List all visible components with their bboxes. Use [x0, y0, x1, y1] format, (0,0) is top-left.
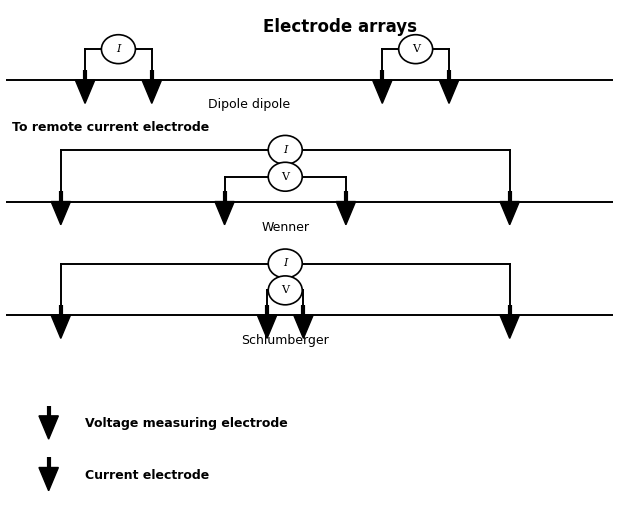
- Text: V: V: [412, 44, 420, 54]
- Polygon shape: [373, 80, 392, 103]
- Circle shape: [268, 135, 302, 164]
- Text: To remote current electrode: To remote current electrode: [12, 122, 209, 134]
- Text: Dipole dipole: Dipole dipole: [208, 98, 290, 111]
- Circle shape: [102, 35, 136, 64]
- Polygon shape: [294, 315, 313, 338]
- Polygon shape: [336, 201, 355, 225]
- Text: I: I: [116, 44, 121, 54]
- Polygon shape: [500, 201, 519, 225]
- Text: Schlumberger: Schlumberger: [241, 334, 329, 347]
- Circle shape: [399, 35, 433, 64]
- Circle shape: [268, 249, 302, 278]
- Circle shape: [268, 276, 302, 305]
- Polygon shape: [215, 201, 234, 225]
- Polygon shape: [439, 80, 459, 103]
- Polygon shape: [258, 315, 277, 338]
- Text: Electrode arrays: Electrode arrays: [263, 18, 417, 36]
- Polygon shape: [51, 201, 71, 225]
- Polygon shape: [51, 315, 71, 338]
- Circle shape: [268, 162, 302, 191]
- Polygon shape: [39, 467, 58, 491]
- Text: V: V: [281, 172, 289, 182]
- Polygon shape: [142, 80, 162, 103]
- Text: Voltage measuring electrode: Voltage measuring electrode: [85, 417, 288, 430]
- Text: I: I: [283, 259, 287, 268]
- Text: I: I: [283, 145, 287, 155]
- Text: Wenner: Wenner: [261, 221, 310, 233]
- Polygon shape: [39, 416, 58, 439]
- Polygon shape: [76, 80, 95, 103]
- Text: V: V: [281, 285, 289, 295]
- Polygon shape: [500, 315, 519, 338]
- Text: Current electrode: Current electrode: [85, 469, 209, 482]
